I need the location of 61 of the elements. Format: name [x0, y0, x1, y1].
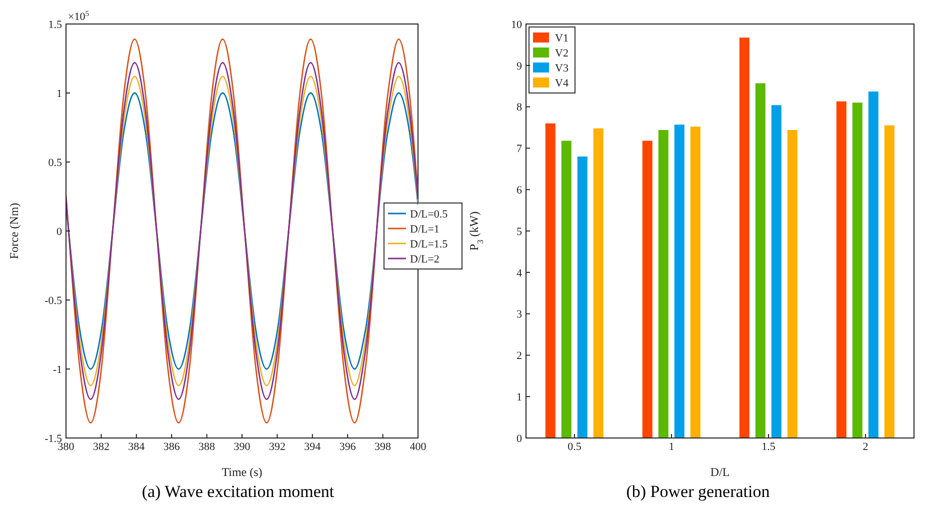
y-tick-label: 3	[516, 308, 522, 321]
bar	[836, 101, 846, 438]
y-tick-label: 10	[511, 18, 522, 31]
legend-label: V3	[555, 62, 569, 74]
bar	[852, 102, 862, 438]
text: ×10$^{5}$	[68, 8, 90, 23]
bar	[787, 130, 798, 438]
bar	[658, 130, 668, 438]
legend-label: V4	[555, 78, 569, 90]
legend-label: D/L=0.5	[410, 208, 448, 220]
x-tick-label: 392	[268, 440, 286, 453]
bar	[674, 124, 684, 438]
legend-label: D/L=2	[410, 254, 440, 266]
x-tick-label: 384	[128, 440, 146, 453]
legend-label: D/L=1	[410, 224, 440, 236]
y-tick-label: 1.5	[48, 18, 62, 31]
y-tick-label: 0	[56, 226, 62, 238]
x-tick-label: 398	[374, 440, 392, 453]
y-tick-label: 9	[516, 60, 522, 72]
y-axis-title: Force (Nm)	[7, 202, 21, 260]
bar	[884, 125, 894, 438]
bar	[755, 83, 766, 438]
y-tick-label: 5	[516, 226, 522, 238]
legend-label: V1	[555, 32, 568, 44]
bar	[577, 156, 588, 438]
x-tick-label: 386	[163, 440, 180, 453]
y-tick-label: 2	[516, 350, 522, 362]
bar	[690, 126, 700, 438]
x-tick-label: 1.5	[762, 440, 776, 453]
y-tick-label: 0	[516, 432, 522, 445]
y-tick-label: 8	[516, 102, 522, 114]
bar	[771, 105, 782, 438]
legend-label: V2	[555, 48, 568, 60]
x-tick-label: 396	[339, 440, 356, 453]
y-tick-label: 4	[516, 267, 522, 280]
bar	[561, 140, 572, 438]
x-tick-label: 2	[862, 440, 868, 453]
bar	[593, 128, 604, 438]
y-tick-label: 7	[516, 143, 522, 156]
legend-label: D/L=1.5	[410, 238, 448, 250]
y-tick-label: 1	[516, 392, 522, 404]
x-tick-label: 388	[198, 440, 216, 453]
x-tick-label: 390	[234, 440, 251, 453]
y-tick-label: 0.5	[48, 156, 62, 169]
x-tick-label: 382	[92, 440, 110, 453]
x-tick-label: 0.5	[568, 440, 582, 453]
text: (a) Wave excitation moment	[140, 482, 336, 502]
bar	[642, 140, 652, 438]
x-tick-label: 1	[668, 440, 674, 453]
y-tick-label: 6	[516, 184, 522, 197]
x-tick-label: 394	[304, 440, 322, 453]
text: (b) Power generation	[625, 482, 771, 502]
bar	[739, 38, 750, 438]
y-tick-label: -0.5	[44, 294, 62, 307]
y-tick-label: 1	[56, 88, 62, 100]
bar	[545, 123, 556, 438]
x-tick-label: 400	[410, 440, 427, 453]
x-tick-label: 380	[58, 440, 75, 453]
bar	[868, 91, 878, 438]
y-tick-label: -1	[52, 364, 62, 376]
x-axis-title: D/L	[710, 465, 730, 479]
